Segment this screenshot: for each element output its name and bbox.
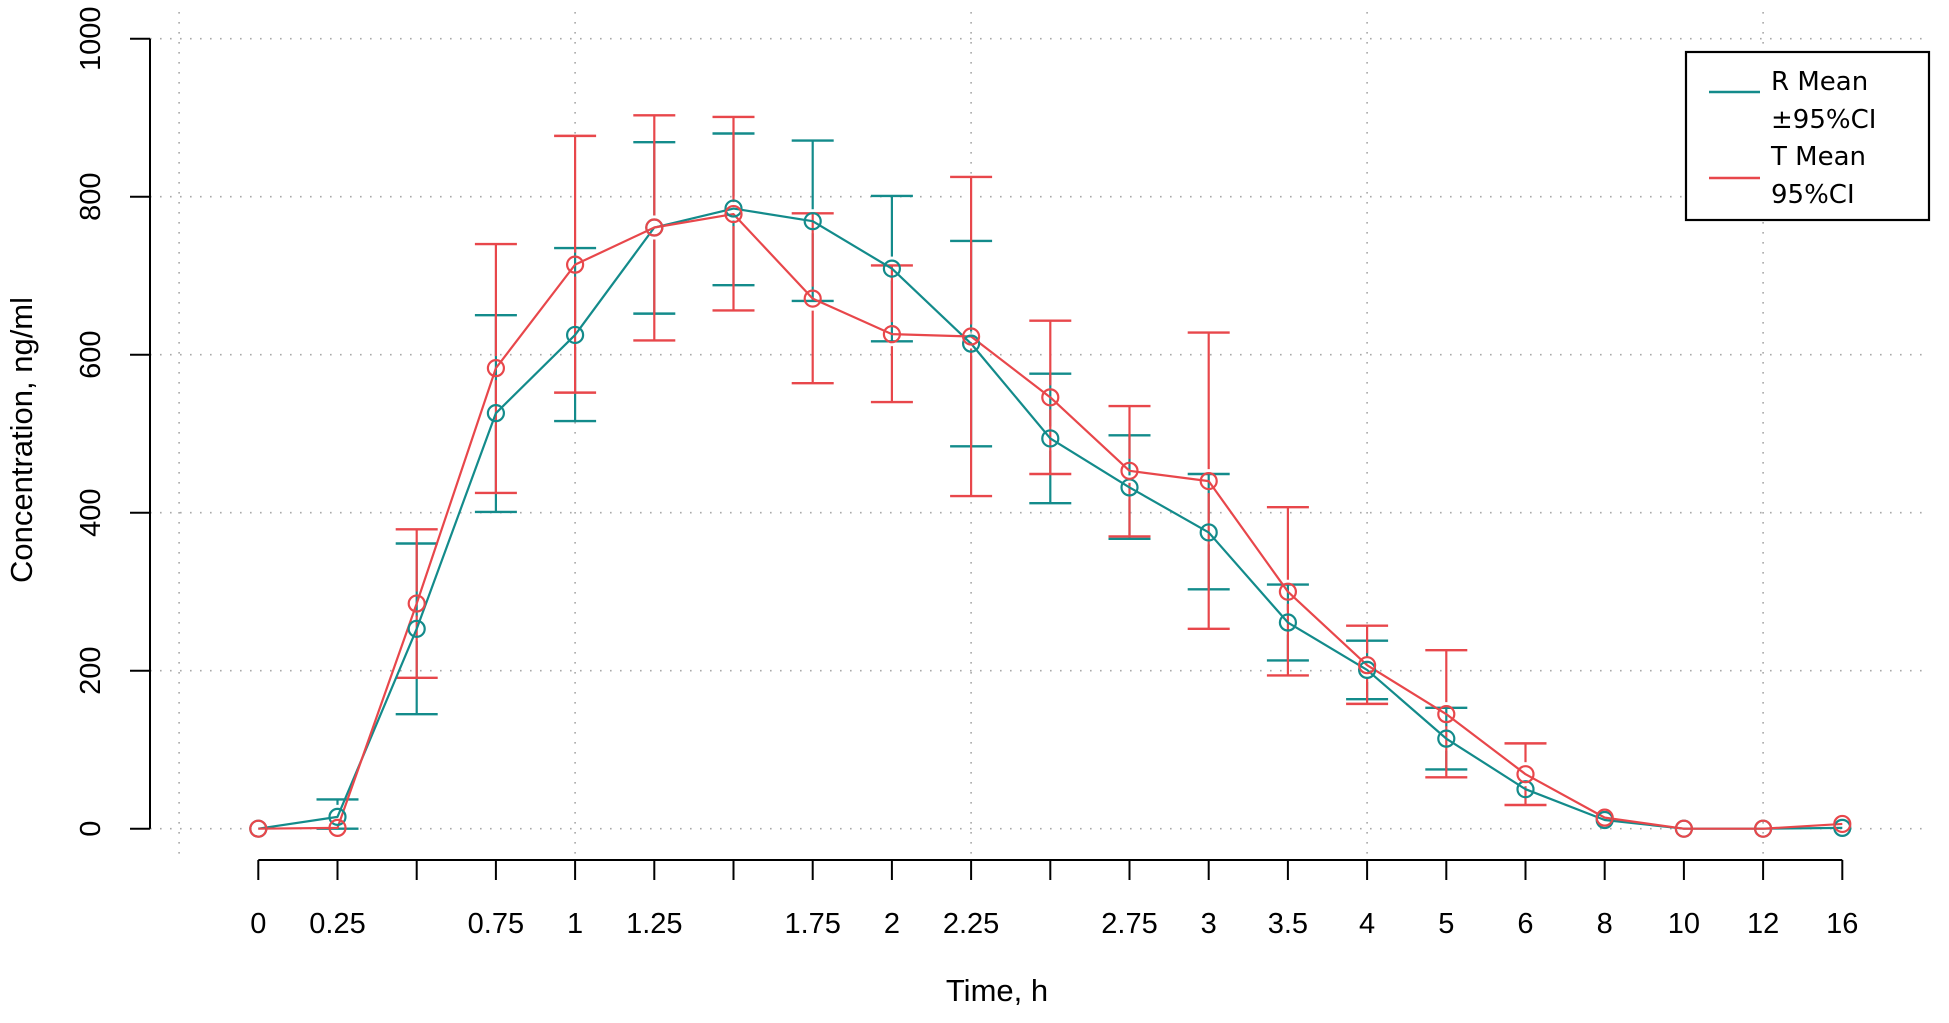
data-point-t <box>961 327 981 346</box>
y-tick-label: 400 <box>75 489 107 537</box>
y-tick-label: 600 <box>75 331 107 379</box>
legend-label-r-line2: ±95%CI <box>1771 105 1876 135</box>
x-tick-label: 12 <box>1747 908 1779 940</box>
x-axis-title: Time, h <box>946 973 1048 1008</box>
x-tick-label: 2.25 <box>943 908 999 940</box>
data-point-t <box>1595 808 1614 827</box>
legend-box <box>1684 50 1931 222</box>
x-tick-label: 3.5 <box>1268 908 1308 940</box>
data-point-r <box>565 325 585 345</box>
data-point-t <box>1516 765 1535 784</box>
data-point-t <box>1120 461 1139 480</box>
legend-label-t-line2: 95%CI <box>1771 180 1855 210</box>
legend-label-r-line1: R Mean <box>1771 67 1868 97</box>
data-point-r <box>1437 729 1456 748</box>
data-point-t <box>803 289 822 308</box>
x-tick-label: 0.25 <box>309 908 365 940</box>
x-tick-label: 0 <box>250 908 266 940</box>
y-axis-title: Concentration, ng/ml <box>4 297 39 583</box>
x-tick-label: 4 <box>1359 908 1375 940</box>
x-tick-label: 16 <box>1826 908 1858 940</box>
y-tick-label: 1000 <box>75 6 107 71</box>
data-point-t <box>1833 814 1852 834</box>
series-line-t <box>258 212 1843 830</box>
data-point-t <box>407 594 426 613</box>
x-tick-label: 8 <box>1597 908 1613 940</box>
data-point-t <box>249 819 268 838</box>
series-lines <box>258 207 1843 830</box>
data-point-t <box>882 325 902 344</box>
data-point-t <box>486 359 505 378</box>
grid <box>150 12 1930 858</box>
data-point-t <box>1357 656 1377 675</box>
y-tick-label: 800 <box>75 173 107 221</box>
x-tick-label: 2 <box>884 908 900 940</box>
data-point-t <box>1199 472 1218 491</box>
x-axis: 0 0.25 0.75 1 1.25 1.75 2 2.25 2.75 3 3.5 4 5 6 8 10 12 1… <box>250 859 1858 940</box>
data-point-r <box>724 199 743 218</box>
x-tick-label: 1.75 <box>784 908 840 940</box>
data-point-t <box>1753 819 1773 838</box>
x-tick-label: 10 <box>1668 908 1700 940</box>
y-tick-label: 200 <box>75 647 107 695</box>
data-point-t <box>1437 705 1456 724</box>
data-point-t <box>1041 388 1060 407</box>
legend-label-t-line1: T Mean <box>1770 142 1866 172</box>
x-tick-label: 5 <box>1438 908 1454 940</box>
x-tick-label: 2.75 <box>1101 908 1157 940</box>
data-point-r <box>961 334 981 353</box>
data-point-t <box>1278 582 1298 601</box>
data-point-r <box>1357 660 1377 680</box>
data-point-r <box>1041 429 1060 448</box>
data-point-t <box>328 818 347 838</box>
x-tick-label: 1 <box>567 908 583 940</box>
y-axis: 0 200 400 600 800 1000 <box>75 6 151 837</box>
x-tick-label: 0.75 <box>468 908 524 940</box>
data-point-t <box>645 218 664 237</box>
data-point-r <box>328 807 347 826</box>
x-tick-label: 6 <box>1517 908 1533 940</box>
data-point-r <box>486 404 505 423</box>
data-point-r <box>882 259 902 278</box>
x-tick-label: 3 <box>1201 908 1217 940</box>
data-point-t <box>1674 819 1694 838</box>
data-point-t <box>565 255 585 274</box>
legend: R Mean ±95%CI T Mean 95%CI <box>1684 50 1931 222</box>
data-point-r <box>1199 523 1218 542</box>
series-markers <box>249 199 1852 838</box>
data-point-r <box>803 212 822 231</box>
data-point-r <box>407 619 426 638</box>
y-tick-label: 0 <box>75 821 107 837</box>
data-point-r <box>1278 613 1298 632</box>
error-bars <box>316 114 1547 830</box>
data-point-t <box>724 204 743 224</box>
x-tick-label: 1.25 <box>626 908 682 940</box>
series-line-r <box>258 207 1843 830</box>
